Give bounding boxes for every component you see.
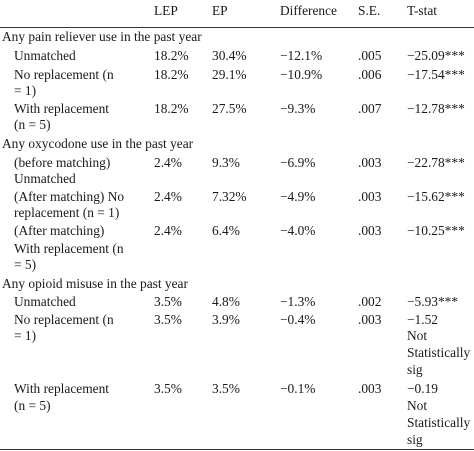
cell-tstat: −0.19 xyxy=(407,381,438,396)
cell-ep: 9.3% xyxy=(212,155,240,170)
section-title: Any pain reliever use in the past year xyxy=(2,29,202,44)
cell-lep: 18.2% xyxy=(154,48,189,63)
cell-tstat: −15.62*** xyxy=(407,189,465,204)
cell-tstat-note: sig xyxy=(407,362,423,377)
cell-difference: −1.3% xyxy=(280,294,316,309)
cell-se: .005 xyxy=(358,48,382,63)
cell-ep: 7.32% xyxy=(212,189,247,204)
cell-ep: 30.4% xyxy=(212,48,247,63)
cell-lep: 2.4% xyxy=(154,223,182,238)
cell-tstat: −22.78*** xyxy=(407,155,465,170)
bottom-rule xyxy=(0,449,474,450)
cell-se: .003 xyxy=(358,155,382,170)
cell-se: .003 xyxy=(358,312,382,327)
cell-tstat: −1.52 xyxy=(407,312,438,327)
cell-ep: 3.5% xyxy=(212,381,240,396)
cell-lep: 18.2% xyxy=(154,101,189,116)
row-label: (After matching) No xyxy=(14,189,125,204)
cell-difference: −9.3% xyxy=(280,101,316,116)
cell-se: .006 xyxy=(358,67,382,82)
cell-se: .003 xyxy=(358,189,382,204)
cell-difference: −4.0% xyxy=(280,223,316,238)
cell-ep: 4.8% xyxy=(212,294,240,309)
cell-se: .003 xyxy=(358,381,382,396)
cell-lep: 3.5% xyxy=(154,294,182,309)
cell-lep: 2.4% xyxy=(154,155,182,170)
cell-se: .007 xyxy=(358,101,382,116)
col-header-tstat: T-stat xyxy=(407,3,438,18)
cell-lep: 3.5% xyxy=(154,312,182,327)
row-label-cont: (n = 5) xyxy=(14,398,51,413)
cell-tstat: −12.78*** xyxy=(407,101,465,116)
row-label: With replacement xyxy=(14,101,110,116)
cell-tstat: −17.54*** xyxy=(407,67,465,82)
cell-tstat-note: Statistically xyxy=(407,345,471,360)
cell-tstat-note: Not xyxy=(407,328,428,343)
section-title: Any oxycodone use in the past year xyxy=(2,136,194,151)
row-label: Unmatched xyxy=(14,294,76,309)
header-rule xyxy=(0,27,474,28)
row-label-cont: (n = 5) xyxy=(14,117,51,132)
cell-ep: 3.9% xyxy=(212,312,240,327)
cell-lep: 3.5% xyxy=(154,381,182,396)
cell-tstat-note: Not xyxy=(407,398,428,413)
cell-difference: −0.1% xyxy=(280,381,316,396)
cell-difference: −4.9% xyxy=(280,189,316,204)
row-label: (before matching) xyxy=(14,155,111,170)
row-label: No replacement (n xyxy=(14,67,114,82)
row-label: Unmatched xyxy=(14,48,76,63)
row-label-cont: replacement (n = 1) xyxy=(14,205,120,220)
row-label-cont: = 1) xyxy=(14,328,37,343)
cell-ep: 29.1% xyxy=(212,67,247,82)
row-label-cont: Unmatched xyxy=(14,171,76,186)
cell-tstat-note: Statistically xyxy=(407,415,471,430)
col-header-difference: Difference xyxy=(280,3,337,18)
row-label: With replacement xyxy=(14,381,110,396)
row-label: No replacement (n xyxy=(14,312,114,327)
cell-tstat: −25.09*** xyxy=(407,48,465,63)
row-label-cont: = 1) xyxy=(14,83,37,98)
cell-tstat: −10.25*** xyxy=(407,223,465,238)
cell-ep: 27.5% xyxy=(212,101,247,116)
col-header-ep: EP xyxy=(212,3,228,18)
col-header-lep: LEP xyxy=(154,3,178,18)
cell-se: .002 xyxy=(358,294,382,309)
cell-tstat: −5.93*** xyxy=(407,294,459,309)
section-title: Any opioid misuse in the past year xyxy=(2,276,188,291)
cell-difference: −6.9% xyxy=(280,155,316,170)
row-label-cont: = 5) xyxy=(14,257,37,272)
cell-tstat-note: sig xyxy=(407,432,423,447)
cell-lep: 2.4% xyxy=(154,189,182,204)
row-label: (After matching) xyxy=(14,223,105,238)
cell-ep: 6.4% xyxy=(212,223,240,238)
row-label-cont: With replacement (n xyxy=(14,241,124,256)
cell-difference: −10.9% xyxy=(280,67,323,82)
col-header-se: S.E. xyxy=(358,3,381,18)
cell-se: .003 xyxy=(358,223,382,238)
cell-lep: 18.2% xyxy=(154,67,189,82)
cell-difference: −12.1% xyxy=(280,48,323,63)
cell-difference: −0.4% xyxy=(280,312,316,327)
